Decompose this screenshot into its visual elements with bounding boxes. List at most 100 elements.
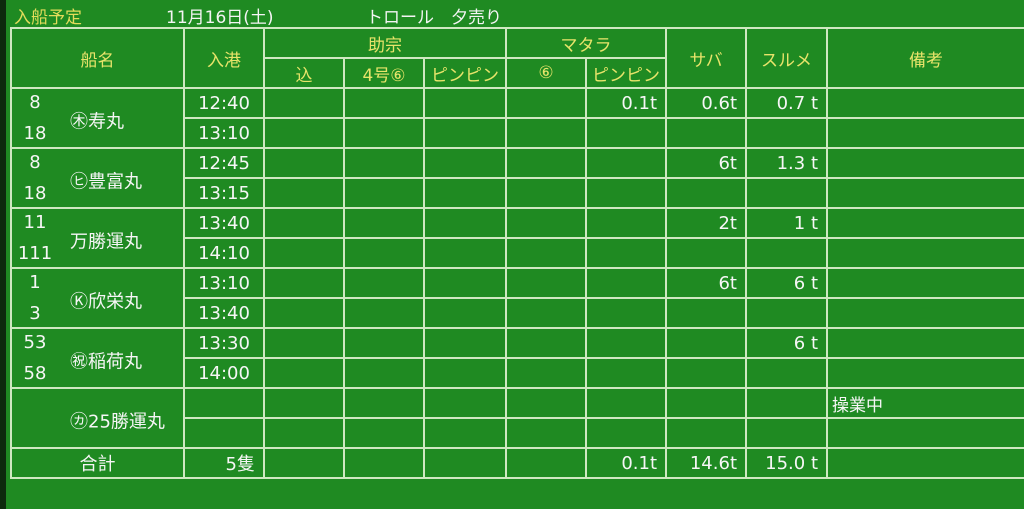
catch-value — [585, 387, 667, 419]
catch-value — [585, 417, 667, 449]
catch-value — [665, 417, 747, 449]
ship-number-bottom: 18 — [23, 183, 47, 204]
header-remarks: 備考 — [826, 27, 1024, 89]
arrival-time: 13:40 — [183, 207, 265, 239]
ship-name: ㊗稲荷丸 — [70, 351, 142, 373]
catch-value — [343, 87, 425, 119]
catch-value — [423, 387, 507, 419]
table-row: 53 58 ㊗稲荷丸 13:30 6 t — [10, 327, 1024, 389]
remark-cell — [826, 267, 1024, 299]
catch-value — [585, 117, 667, 149]
catch-value — [343, 297, 425, 329]
catch-value — [423, 267, 507, 299]
remark-cell — [826, 297, 1024, 329]
total-value: 15.0 t — [745, 447, 828, 479]
catch-value — [745, 387, 828, 419]
total-value — [343, 447, 425, 479]
catch-value — [343, 267, 425, 299]
header-sukesou: 助宗 — [263, 27, 507, 59]
catch-value — [263, 387, 345, 419]
subheader-cell: ⑥ — [505, 57, 587, 89]
catch-value — [665, 357, 747, 389]
catch-value — [585, 237, 667, 269]
total-count: 5隻 — [183, 447, 265, 479]
remark-cell — [826, 237, 1024, 269]
catch-value — [505, 417, 587, 449]
ship-number-bottom: 111 — [17, 243, 53, 264]
arrival-time: 13:10 — [183, 117, 265, 149]
remark-cell — [826, 147, 1024, 179]
subheader-cell: ピンピン — [585, 57, 667, 89]
ship-name: Ⓚ欣栄丸 — [70, 291, 142, 313]
catch-value — [263, 207, 345, 239]
catch-value — [263, 117, 345, 149]
catch-value — [423, 417, 507, 449]
subheader-row: 込 4号⑥ ピンピン ⑥ ピンピン — [11, 57, 1024, 89]
ship-cell: 11 111 万勝運丸 — [10, 207, 185, 269]
table-row: 11 111 万勝運丸 13:40 2t 1 t — [10, 207, 1024, 269]
catch-value — [263, 267, 345, 299]
catch-value — [423, 147, 507, 179]
catch-value — [343, 357, 425, 389]
ship-number-top: 8 — [29, 152, 41, 173]
catch-value — [505, 237, 587, 269]
catch-value: 6 t — [745, 327, 828, 359]
subheader-cell: ピンピン — [423, 57, 507, 89]
catch-value — [343, 147, 425, 179]
ship-number-bottom: 58 — [23, 363, 47, 384]
catch-value — [423, 177, 507, 209]
arrival-time — [183, 387, 265, 419]
catch-value — [343, 237, 425, 269]
table-row: 14:10 — [11, 237, 1024, 269]
catch-value — [505, 207, 587, 239]
total-row: 合計 5隻 0.1t 14.6t 15.0 t — [10, 447, 1024, 479]
catch-value — [505, 327, 587, 359]
table-row: 8 18 ㊍寿丸 12:40 0.1t 0.6t 0.7 t — [10, 87, 1024, 149]
table-row: 1 3 Ⓚ欣栄丸 13:10 6t 6 t — [10, 267, 1024, 329]
table-row — [11, 417, 1024, 449]
catch-value — [505, 297, 587, 329]
arrival-time: 13:30 — [183, 327, 265, 359]
header-arrival: 入港 — [183, 27, 265, 89]
catch-value — [423, 327, 507, 359]
catch-value — [263, 87, 345, 119]
remark-cell — [826, 117, 1024, 149]
header-matara: マタラ — [505, 27, 667, 59]
subheader-cell: 込 — [263, 57, 345, 89]
table-row: 13:40 — [11, 297, 1024, 329]
catch-value — [665, 387, 747, 419]
remark-cell: 操業中 — [826, 387, 1024, 419]
ship-name: 万勝運丸 — [70, 231, 142, 253]
catch-value: 6 t — [745, 267, 828, 299]
catch-value — [263, 417, 345, 449]
catch-value — [263, 297, 345, 329]
catch-value — [343, 417, 425, 449]
header-ship: 船名 — [10, 27, 185, 89]
ship-name: ㊍寿丸 — [70, 111, 124, 133]
catch-value — [423, 207, 507, 239]
arrival-time: 12:45 — [183, 147, 265, 179]
board-title: 入船予定 — [14, 8, 82, 28]
ship-number-top: 11 — [23, 212, 47, 233]
catch-value — [665, 297, 747, 329]
catch-value — [585, 147, 667, 179]
ship-cell: 8 18 ㊍寿丸 — [10, 87, 185, 149]
catch-value — [263, 237, 345, 269]
ship-number-top: 8 — [29, 92, 41, 113]
total-value — [505, 447, 587, 479]
catch-value — [343, 327, 425, 359]
catch-value — [263, 327, 345, 359]
catch-value — [745, 237, 828, 269]
catch-value — [423, 297, 507, 329]
ship-cell: 8 18 ㋪豊富丸 — [10, 147, 185, 209]
arrival-time: 12:40 — [183, 87, 265, 119]
ship-cell: 1 3 Ⓚ欣栄丸 — [10, 267, 185, 329]
catch-value — [585, 357, 667, 389]
header-surume: スルメ — [745, 27, 828, 89]
catch-value: 1.3 t — [745, 147, 828, 179]
table-row: 14:00 — [11, 357, 1024, 389]
ship-number-bottom: 18 — [23, 123, 47, 144]
catch-value: 0.1t — [585, 87, 667, 119]
total-remark — [826, 447, 1024, 479]
total-value: 0.1t — [585, 447, 667, 479]
